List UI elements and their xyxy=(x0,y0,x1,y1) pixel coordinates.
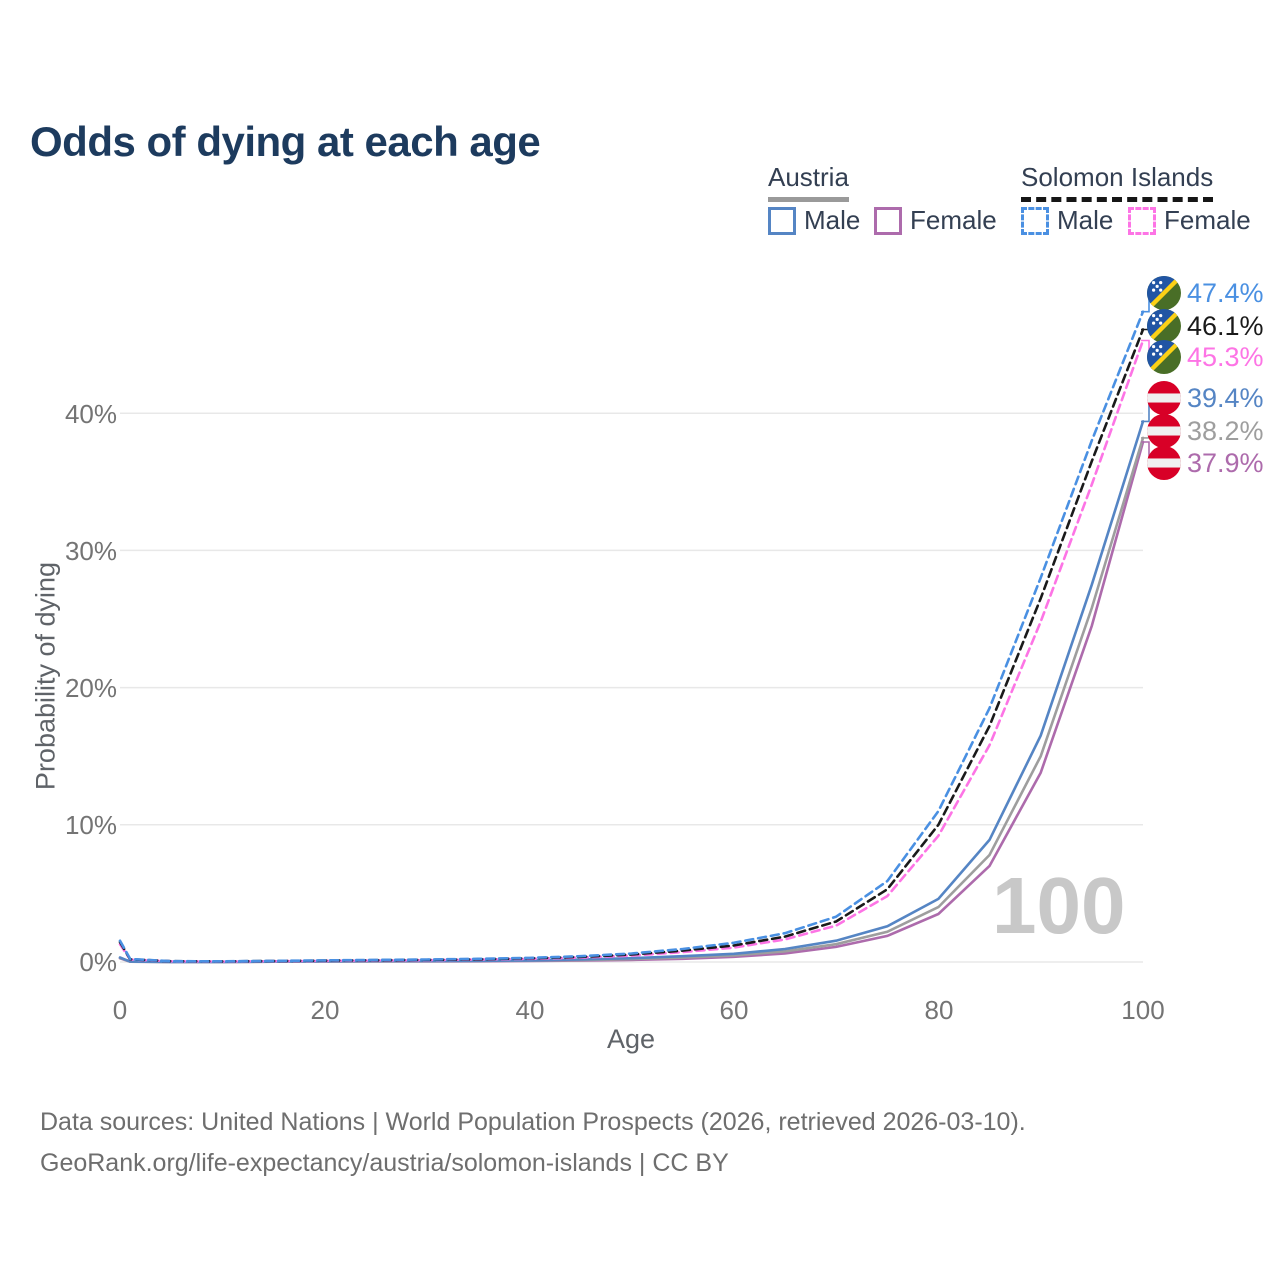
end-label-solomon-both: 46.1% xyxy=(1147,309,1264,343)
austria-female-swatch-icon xyxy=(874,206,902,235)
solomon-islands-flag-icon xyxy=(1147,340,1181,374)
end-label-value: 46.1% xyxy=(1187,311,1264,341)
solomon-male-swatch-icon xyxy=(1021,206,1049,235)
y-tick-label: 30% xyxy=(64,536,117,566)
x-axis-title: Age xyxy=(606,1024,656,1054)
austria-flag-icon xyxy=(1147,414,1181,448)
legend-item-solomon-male[interactable]: Male xyxy=(1021,205,1113,236)
x-tick-label: 100 xyxy=(1121,995,1165,1025)
austria-flag-icon xyxy=(1147,446,1181,480)
legend-item-austria-female[interactable]: Female xyxy=(874,205,997,236)
legend-item-label: Female xyxy=(910,205,997,235)
data-sources-text: Data sources: United Nations | World Pop… xyxy=(40,1108,1026,1136)
legend-group-solomon-islands[interactable]: Solomon Islands xyxy=(1021,162,1214,202)
y-tick-label: 10% xyxy=(64,810,117,840)
y-axis-title: Probability of dying xyxy=(30,561,61,791)
end-label-austria-both: 38.2% xyxy=(1147,414,1264,448)
legend-item-label: Male xyxy=(1057,205,1114,235)
legend-item-austria-male[interactable]: Male xyxy=(768,205,860,236)
end-label-austria-female: 37.9% xyxy=(1147,446,1264,480)
legend-group-austria[interactable]: Austria xyxy=(768,162,849,202)
austria-flag-icon xyxy=(1147,381,1181,415)
legend-item-solomon-female[interactable]: Female xyxy=(1128,205,1251,236)
x-tick-label: 40 xyxy=(515,995,545,1025)
y-tick-label: 0% xyxy=(79,947,117,977)
end-label-solomon-female: 45.3% xyxy=(1147,340,1264,374)
solomon-islands-flag-icon xyxy=(1147,309,1181,343)
x-tick-label: 80 xyxy=(924,995,954,1025)
end-label-austria-male: 39.4% xyxy=(1147,381,1264,415)
end-label-value: 37.9% xyxy=(1187,448,1264,478)
austria-male-swatch-icon xyxy=(768,206,796,235)
end-label-value: 39.4% xyxy=(1187,383,1264,413)
legend-item-label: Male xyxy=(804,205,861,235)
solomon-islands-flag-icon xyxy=(1147,276,1181,310)
y-tick-label: 20% xyxy=(64,673,117,703)
end-label-value: 45.3% xyxy=(1187,342,1264,372)
attribution-text: GeoRank.org/life-expectancy/austria/solo… xyxy=(40,1149,729,1177)
end-label-value: 38.2% xyxy=(1187,416,1264,446)
end-label-solomon-male: 47.4% xyxy=(1147,276,1264,310)
x-tick-label: 0 xyxy=(112,995,128,1025)
end-label-value: 47.4% xyxy=(1187,278,1264,308)
page-title: Odds of dying at each age xyxy=(30,118,541,166)
y-tick-label: 40% xyxy=(64,399,117,429)
x-tick-label: 60 xyxy=(719,995,749,1025)
age-hover-watermark: 100 xyxy=(992,861,1126,950)
legend-item-label: Female xyxy=(1164,205,1251,235)
x-tick-label: 20 xyxy=(310,995,340,1025)
solomon-female-swatch-icon xyxy=(1128,206,1156,235)
